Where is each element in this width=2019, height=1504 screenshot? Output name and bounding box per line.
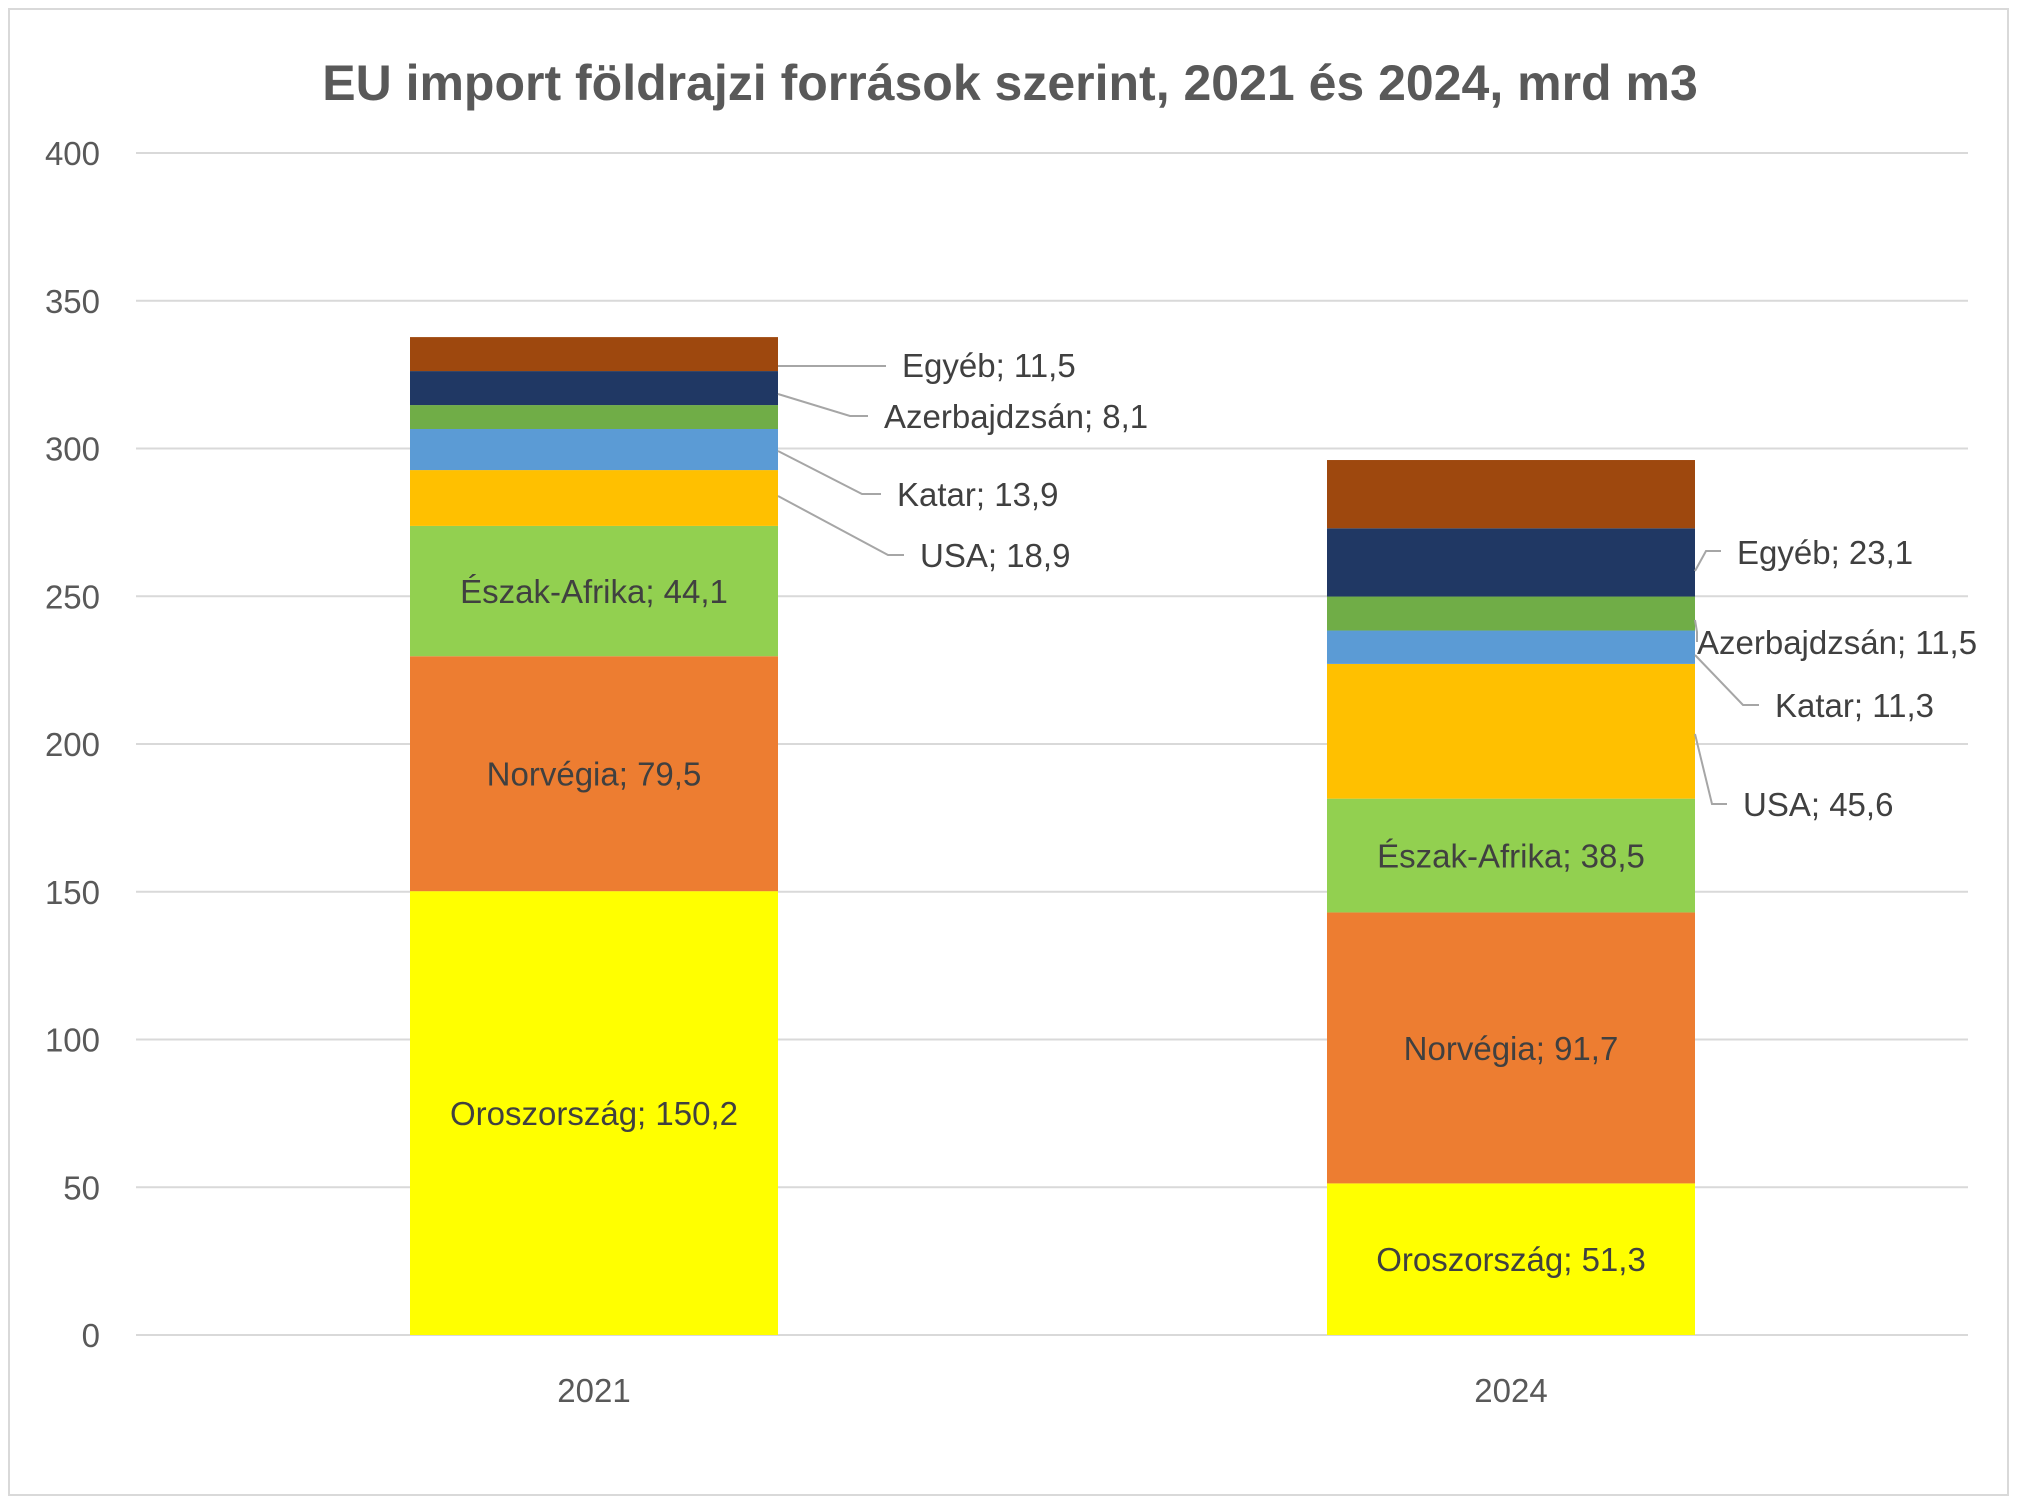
callout-label: Azerbajdzsán; 11,5 <box>1697 624 1977 661</box>
bars <box>410 337 1695 1335</box>
y-tick-label: 200 <box>45 726 100 763</box>
bar-segment <box>1327 1183 1695 1335</box>
x-tick-label: 2024 <box>1474 1372 1547 1409</box>
callout-label: Egyéb; 11,5 <box>902 347 1076 384</box>
bar-segment <box>1327 460 1695 529</box>
y-tick-label: 100 <box>45 1022 100 1059</box>
bar-segment <box>1327 596 1695 631</box>
bar-segment <box>410 405 778 429</box>
callout-label: USA; 45,6 <box>1743 786 1893 823</box>
data-labels: Oroszország; 150,2 Norvégia; 79,5 Észak-Af… <box>450 347 1977 1278</box>
y-tick-label: 150 <box>45 874 100 911</box>
callout-label: Azerbajdzsán; 8,1 <box>884 398 1148 435</box>
x-tick-label: 2021 <box>557 1372 630 1409</box>
chart-title: EU import földrajzi források szerint, 20… <box>322 55 1698 111</box>
callout-label: Katar; 11,3 <box>1775 687 1934 724</box>
leader-line <box>777 450 881 495</box>
leader-line <box>1694 619 1698 642</box>
bar-segment <box>1327 663 1695 799</box>
bar-segment <box>1327 912 1695 1184</box>
leader-line <box>1694 733 1727 805</box>
bar-segment <box>410 371 778 406</box>
leader-line <box>777 495 904 556</box>
x-axis-ticks: 2021 2024 <box>557 1372 1547 1409</box>
bar-segment-label: Norvégia; 79,5 <box>487 756 702 793</box>
y-tick-label: 300 <box>45 431 100 468</box>
bar-segment-label: Észak-Afrika; 44,1 <box>460 573 728 610</box>
y-tick-label: 350 <box>45 283 100 320</box>
bar-segment-label: Norvégia; 91,7 <box>1404 1030 1619 1067</box>
y-axis-ticks: 0 50 100 150 200 250 300 350 400 <box>45 135 100 1354</box>
bar-segment <box>410 470 778 526</box>
bar-segment <box>1327 630 1695 664</box>
callout-label: USA; 18,9 <box>920 537 1070 574</box>
leader-line <box>1694 550 1721 572</box>
bar-segment-label: Észak-Afrika; 38,5 <box>1377 838 1645 875</box>
callout-label: Katar; 13,9 <box>897 476 1058 513</box>
y-tick-label: 250 <box>45 578 100 615</box>
bar-segment <box>410 656 778 892</box>
y-tick-label: 400 <box>45 135 100 172</box>
bar-segment-label: Oroszország; 150,2 <box>450 1095 738 1132</box>
callout-label: Egyéb; 23,1 <box>1737 534 1913 571</box>
bar-segment <box>410 891 778 1335</box>
leader-line <box>1694 654 1759 706</box>
y-tick-label: 0 <box>82 1317 100 1354</box>
bar-segment <box>410 428 778 471</box>
leader-line <box>777 393 868 417</box>
bar-segment-label: Oroszország; 51,3 <box>1376 1241 1646 1278</box>
y-tick-label: 50 <box>63 1169 100 1206</box>
bar-segment <box>410 337 778 372</box>
bar-segment <box>1327 528 1695 597</box>
bar-segment <box>1327 798 1695 913</box>
bar-segment <box>410 525 778 657</box>
leader-lines <box>777 365 1759 805</box>
